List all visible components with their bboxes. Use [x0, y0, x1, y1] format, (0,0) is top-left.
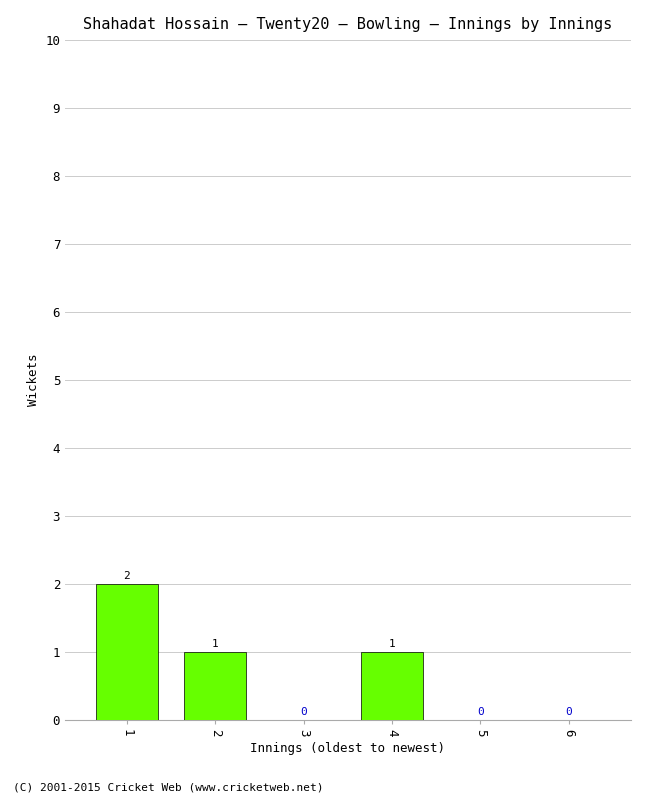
Text: 1: 1 — [389, 639, 395, 650]
Text: 0: 0 — [566, 707, 572, 718]
Bar — [185, 652, 246, 720]
X-axis label: Innings (oldest to newest): Innings (oldest to newest) — [250, 742, 445, 755]
Title: Shahadat Hossain – Twenty20 – Bowling – Innings by Innings: Shahadat Hossain – Twenty20 – Bowling – … — [83, 17, 612, 32]
Bar — [361, 652, 423, 720]
Text: 0: 0 — [477, 707, 484, 718]
Bar — [96, 584, 158, 720]
Text: (C) 2001-2015 Cricket Web (www.cricketweb.net): (C) 2001-2015 Cricket Web (www.cricketwe… — [13, 782, 324, 792]
Text: 1: 1 — [212, 639, 218, 650]
Text: 2: 2 — [124, 571, 130, 582]
Text: 0: 0 — [300, 707, 307, 718]
Y-axis label: Wickets: Wickets — [27, 354, 40, 406]
